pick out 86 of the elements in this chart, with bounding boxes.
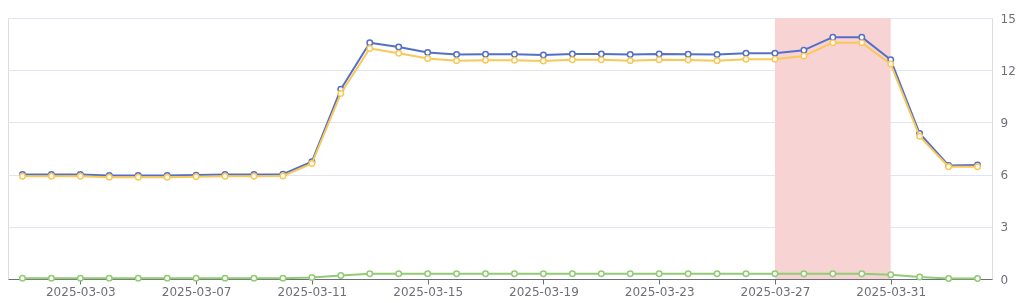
point	[858, 270, 866, 278]
point	[858, 39, 866, 47]
point	[742, 49, 750, 57]
point	[366, 39, 374, 47]
point	[916, 273, 924, 281]
x-tick-label: 2025-03-03	[45, 284, 116, 299]
x-tick-label: 2025-03-23	[624, 284, 695, 299]
point	[482, 270, 490, 278]
point	[626, 270, 634, 278]
point	[163, 274, 171, 282]
point	[800, 270, 808, 278]
point	[453, 270, 461, 278]
point	[539, 270, 547, 278]
point	[453, 57, 461, 65]
point	[105, 274, 113, 282]
point	[510, 56, 518, 64]
point	[424, 55, 432, 63]
point	[192, 274, 200, 282]
point	[829, 39, 837, 47]
point	[510, 50, 518, 58]
point	[858, 33, 866, 41]
point	[250, 274, 258, 282]
point	[308, 274, 316, 282]
point	[713, 51, 721, 59]
point	[568, 50, 576, 58]
point	[945, 274, 953, 282]
point	[337, 272, 345, 279]
point	[568, 56, 576, 64]
point	[76, 274, 84, 282]
point	[887, 271, 895, 279]
point	[539, 51, 547, 59]
point	[829, 270, 837, 278]
point	[453, 51, 461, 59]
point	[279, 274, 287, 282]
point	[655, 270, 663, 278]
point	[829, 33, 837, 41]
point	[597, 270, 605, 278]
x-tick-label: 2025-03-07	[161, 284, 232, 299]
point	[539, 57, 547, 65]
point	[568, 270, 576, 278]
point	[395, 49, 403, 57]
point	[655, 50, 663, 58]
point	[366, 44, 374, 52]
point	[395, 43, 403, 51]
point	[366, 270, 374, 278]
point	[221, 274, 229, 282]
point	[713, 57, 721, 65]
point	[482, 50, 490, 58]
point	[684, 50, 692, 58]
point	[800, 46, 808, 54]
point	[887, 60, 895, 68]
point	[626, 51, 634, 59]
x-tick-label: 2025-03-19	[509, 284, 579, 299]
x-tick-label: 2025-03-27	[740, 284, 811, 299]
point	[424, 270, 432, 278]
point	[395, 270, 403, 278]
point	[684, 270, 692, 278]
point	[597, 56, 605, 64]
point	[47, 274, 55, 282]
y-tick-label: 0	[1000, 272, 1009, 287]
point	[771, 270, 779, 278]
x-tick-label: 2025-03-31	[856, 284, 927, 299]
point	[771, 55, 779, 63]
point	[742, 55, 750, 63]
y-tick-label: 15	[1000, 11, 1016, 26]
point	[655, 56, 663, 64]
y-tick-label: 3	[1000, 220, 1009, 235]
point	[771, 49, 779, 57]
point	[18, 274, 26, 282]
point	[337, 90, 345, 97]
point	[713, 270, 721, 278]
point	[134, 274, 142, 282]
point	[800, 52, 808, 60]
y-tick-label: 12	[1000, 63, 1016, 78]
point	[424, 48, 432, 56]
x-tick-label: 2025-03-11	[277, 284, 348, 299]
x-tick-label: 2025-03-15	[393, 284, 464, 299]
point	[742, 270, 750, 278]
y-tick-label: 6	[1000, 168, 1009, 183]
point	[510, 270, 518, 278]
point	[684, 56, 692, 64]
point	[597, 50, 605, 58]
y-tick-label: 9	[1000, 115, 1009, 130]
point	[626, 57, 634, 65]
point	[974, 274, 982, 282]
point	[482, 56, 490, 64]
